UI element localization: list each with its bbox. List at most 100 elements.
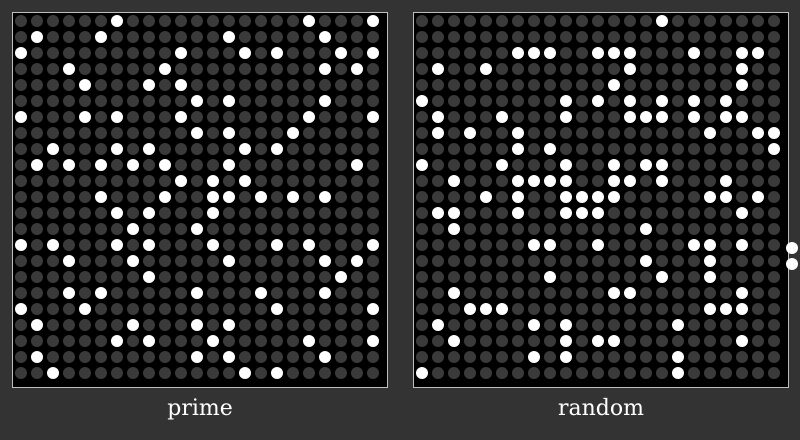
random-dot-off (768, 191, 780, 203)
prime-dot-off (47, 319, 59, 331)
random-dot-on (704, 127, 716, 139)
prime-dot-off (159, 351, 171, 363)
random-dot-off (480, 271, 492, 283)
prime-dot-off (15, 31, 27, 43)
random-dot-off (768, 207, 780, 219)
random-dot-off (720, 239, 732, 251)
random-dot-off (608, 127, 620, 139)
random-dot-off (592, 143, 604, 155)
prime-dot-off (319, 239, 331, 251)
prime-dot-off (367, 191, 379, 203)
random-dot-off (512, 159, 524, 171)
random-dot-off (416, 287, 428, 299)
random-dot-off (704, 63, 716, 75)
random-dot-off (512, 287, 524, 299)
random-dot-off (720, 143, 732, 155)
random-dot-off (480, 239, 492, 251)
prime-dot-off (111, 367, 123, 379)
random-dot-off (688, 287, 700, 299)
prime-dot-on (111, 335, 123, 347)
prime-dot-off (63, 31, 75, 43)
prime-dot-off (351, 303, 363, 315)
prime-dot-off (207, 143, 219, 155)
random-dot-off (512, 223, 524, 235)
random-dot-off (640, 127, 652, 139)
random-dot-off (736, 143, 748, 155)
prime-dot-on (303, 239, 315, 251)
prime-dot-off (95, 95, 107, 107)
prime-dot-off (127, 143, 139, 155)
prime-dot-off (95, 47, 107, 59)
prime-dot-off (351, 95, 363, 107)
random-dot-off (432, 31, 444, 43)
prime-dot-off (31, 95, 43, 107)
prime-dot-off (127, 303, 139, 315)
random-dot-on (592, 47, 604, 59)
random-dot-off (704, 47, 716, 59)
random-dot-off (448, 191, 460, 203)
random-dot-off (608, 63, 620, 75)
prime-dot-off (111, 47, 123, 59)
prime-dot-off (47, 351, 59, 363)
random-dot-off (512, 79, 524, 91)
prime-dot-off (127, 31, 139, 43)
random-dot-off (640, 319, 652, 331)
prime-dot-off (191, 271, 203, 283)
prime-dot-on (191, 127, 203, 139)
random-dot-off (704, 367, 716, 379)
prime-dot-off (223, 207, 235, 219)
prime-dot-off (15, 319, 27, 331)
random-dot-off (544, 127, 556, 139)
random-dot-off (576, 303, 588, 315)
random-dot-off (640, 239, 652, 251)
prime-dot-off (175, 367, 187, 379)
random-dot-on (608, 159, 620, 171)
random-dot-off (608, 111, 620, 123)
prime-dot-off (31, 143, 43, 155)
random-dot-off (480, 79, 492, 91)
prime-dot-off (303, 143, 315, 155)
prime-dot-off (127, 335, 139, 347)
random-dot-on (752, 47, 764, 59)
prime-dot-off (319, 319, 331, 331)
prime-dot-off (207, 79, 219, 91)
prime-dot-off (79, 175, 91, 187)
prime-dot-off (319, 175, 331, 187)
random-dot-off (592, 255, 604, 267)
prime-dot-on (111, 111, 123, 123)
prime-dot-on (207, 175, 219, 187)
random-dot-off (624, 255, 636, 267)
prime-dot-off (143, 319, 155, 331)
prime-dot-off (143, 31, 155, 43)
random-dot-off (608, 367, 620, 379)
random-dot-on (688, 111, 700, 123)
prime-dot-off (271, 351, 283, 363)
prime-dot-off (351, 15, 363, 27)
random-dot-off (704, 319, 716, 331)
random-dot-off (432, 79, 444, 91)
prime-dot-off (47, 31, 59, 43)
prime-dot-off (319, 207, 331, 219)
random-dot-off (448, 367, 460, 379)
random-dot-off (656, 191, 668, 203)
prime-dot-off (271, 31, 283, 43)
prime-dot-off (303, 95, 315, 107)
random-dot-off (608, 239, 620, 251)
prime-dot-off (111, 351, 123, 363)
random-dot-off (608, 207, 620, 219)
random-dot-off (480, 47, 492, 59)
prime-dot-off (63, 207, 75, 219)
prime-dot-on (175, 175, 187, 187)
random-dot-off (560, 63, 572, 75)
random-dot-off (464, 191, 476, 203)
random-dot-off (544, 351, 556, 363)
prime-dot-off (111, 255, 123, 267)
prime-dot-off (127, 367, 139, 379)
prime-dot-off (159, 127, 171, 139)
random-dot-on (416, 367, 428, 379)
prime-dot-off (367, 143, 379, 155)
random-dot-off (512, 335, 524, 347)
random-dot-off (624, 127, 636, 139)
prime-dot-on (223, 127, 235, 139)
prime-dot-off (79, 63, 91, 75)
